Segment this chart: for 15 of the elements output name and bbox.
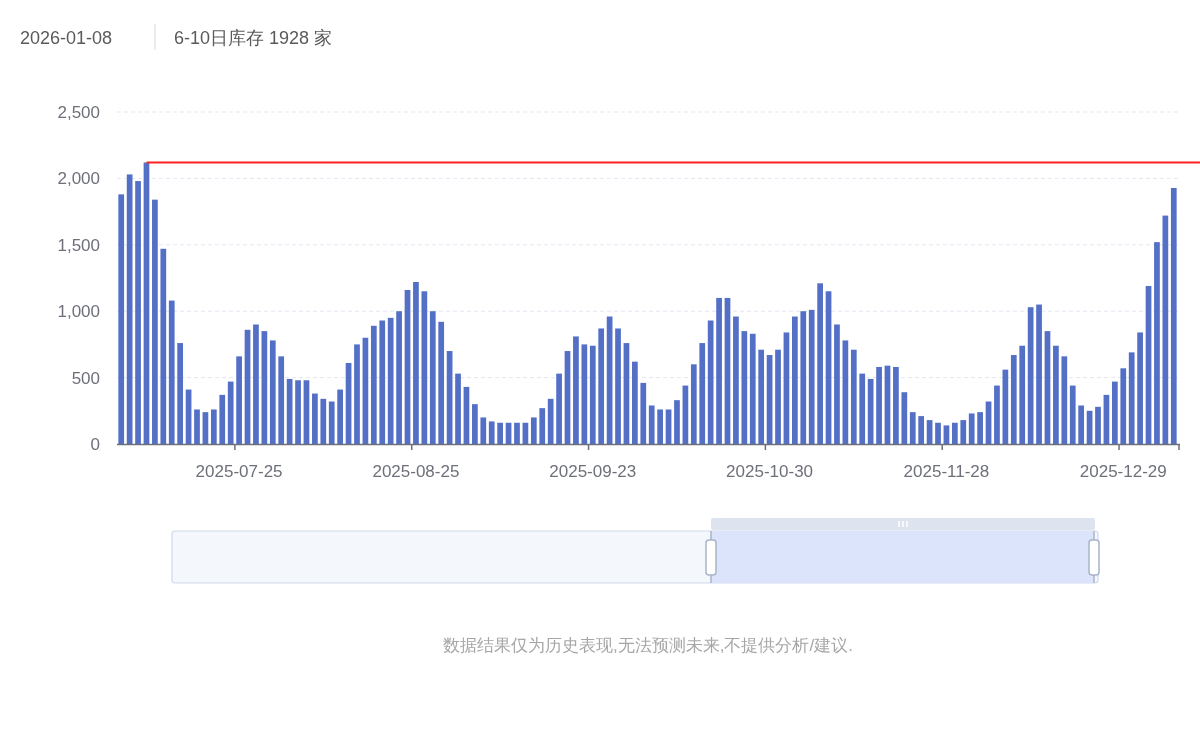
ytick-label: 1,000 [57,302,100,322]
ytick-label: 500 [71,368,100,388]
xtick-label: 2025-08-25 [372,462,460,481]
subtitle: 6-10日库存 1928 家 [174,28,333,48]
ytick-label: 2,500 [57,103,100,122]
xtick-label: 2025-12-29 [1079,462,1167,481]
annotation: 数据结果仅为历史表现,无法预测未来,不提供分析/建议. [443,636,853,655]
xtick-label: 2025-10-30 [726,462,814,481]
xtick-label: 2025-11-28 [903,462,990,481]
xtick-label: 2025-09-23 [549,462,637,481]
ytick-label: 0 [90,435,100,454]
title: 2026-01-08 [20,28,113,48]
xtick-label: 2025-07-25 [195,462,283,481]
ytick-label: 2,000 [57,169,100,189]
ytick-label: 1,500 [57,235,100,255]
